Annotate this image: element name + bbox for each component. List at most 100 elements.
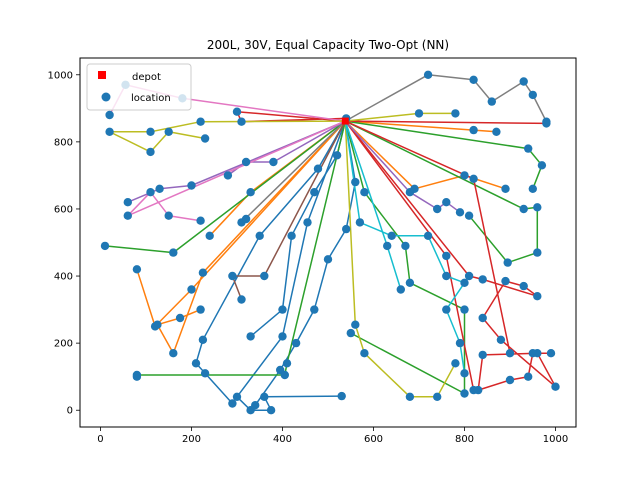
location-point bbox=[387, 231, 396, 240]
location-point bbox=[260, 392, 269, 401]
location-point bbox=[255, 231, 264, 240]
y-tick-label: 200 bbox=[54, 339, 73, 350]
location-point bbox=[278, 332, 287, 341]
location-point bbox=[232, 392, 242, 401]
location-point bbox=[313, 164, 323, 173]
location-point bbox=[451, 109, 460, 118]
location-point bbox=[383, 241, 392, 251]
route-line-29 bbox=[344, 121, 457, 398]
y-tick-label: 400 bbox=[54, 272, 73, 283]
location-point bbox=[223, 171, 233, 180]
route-line-14 bbox=[345, 120, 543, 190]
location-point bbox=[451, 359, 460, 368]
location-point bbox=[282, 359, 292, 368]
location-point bbox=[241, 157, 251, 167]
location-point bbox=[519, 77, 528, 86]
location-point bbox=[360, 349, 369, 358]
location-point bbox=[442, 198, 451, 207]
location-point bbox=[291, 338, 301, 348]
location-point bbox=[251, 401, 260, 410]
location-point bbox=[464, 211, 474, 220]
location-point bbox=[460, 389, 469, 398]
location-point bbox=[533, 248, 542, 257]
location-point bbox=[496, 335, 506, 344]
x-tick-label: 800 bbox=[455, 434, 474, 445]
location-point bbox=[200, 134, 210, 143]
location-point bbox=[423, 231, 433, 240]
location-point bbox=[469, 125, 478, 135]
location-point bbox=[469, 385, 478, 395]
location-point bbox=[187, 285, 196, 294]
x-tick-label: 400 bbox=[273, 434, 292, 445]
location-point bbox=[505, 349, 515, 358]
y-tick-label: 1000 bbox=[48, 70, 73, 81]
location-point bbox=[237, 295, 246, 304]
location-point bbox=[442, 271, 451, 281]
location-point bbox=[100, 241, 110, 251]
location-point bbox=[528, 184, 537, 193]
location-point bbox=[191, 359, 201, 368]
location-point bbox=[237, 117, 246, 126]
route-line-16 bbox=[236, 110, 347, 123]
location-point bbox=[551, 382, 560, 391]
location-point bbox=[269, 157, 278, 167]
location-point bbox=[487, 97, 496, 106]
locations-layer bbox=[100, 70, 560, 415]
location-point bbox=[405, 188, 415, 197]
location-point bbox=[196, 305, 205, 314]
route-line-15 bbox=[345, 120, 547, 125]
location-point bbox=[310, 305, 319, 314]
route-line-6 bbox=[136, 120, 346, 328]
location-point bbox=[266, 406, 276, 415]
plot-area bbox=[100, 70, 560, 415]
location-point bbox=[198, 335, 208, 344]
location-point bbox=[232, 107, 242, 116]
location-point bbox=[246, 332, 255, 341]
location-point bbox=[278, 305, 287, 314]
location-point bbox=[200, 369, 210, 378]
location-point bbox=[146, 147, 155, 157]
location-point bbox=[132, 372, 142, 381]
location-point bbox=[460, 171, 469, 180]
route-line-23 bbox=[231, 120, 346, 300]
location-point bbox=[228, 271, 237, 281]
location-point bbox=[528, 349, 537, 358]
location-point bbox=[342, 224, 351, 234]
location-point bbox=[501, 184, 510, 193]
y-tick-label: 600 bbox=[54, 204, 73, 215]
location-point bbox=[396, 285, 405, 294]
location-point bbox=[460, 369, 469, 378]
location-point bbox=[478, 350, 487, 360]
location-point bbox=[241, 214, 251, 224]
location-point bbox=[478, 275, 487, 284]
location-point bbox=[155, 184, 164, 193]
location-point bbox=[537, 161, 547, 170]
location-point bbox=[533, 203, 542, 212]
location-point bbox=[542, 117, 551, 126]
location-point bbox=[228, 399, 237, 408]
axes-frame bbox=[79, 57, 577, 428]
location-point bbox=[337, 391, 346, 401]
location-point bbox=[187, 181, 196, 190]
location-point bbox=[455, 208, 465, 217]
chart-title: 200L, 30V, Equal Capacity Two-Opt (NN) bbox=[207, 38, 449, 52]
location-point bbox=[460, 305, 469, 314]
location-point bbox=[169, 248, 178, 257]
location-point bbox=[460, 278, 469, 287]
location-point bbox=[524, 144, 533, 153]
location-point bbox=[524, 372, 533, 381]
location-point bbox=[287, 231, 296, 240]
location-point bbox=[423, 70, 433, 80]
location-point bbox=[528, 90, 537, 100]
location-point bbox=[455, 338, 465, 348]
location-point bbox=[105, 110, 114, 120]
location-point bbox=[414, 109, 424, 118]
legend-box bbox=[86, 63, 192, 111]
y-axis: 0 200 400 600 800 1000 bbox=[48, 70, 80, 417]
x-axis: 0 200 400 600 800 1000 bbox=[97, 427, 568, 445]
location-point bbox=[433, 392, 442, 401]
location-point bbox=[469, 75, 478, 85]
location-point bbox=[351, 177, 360, 187]
x-tick-label: 600 bbox=[364, 434, 383, 445]
